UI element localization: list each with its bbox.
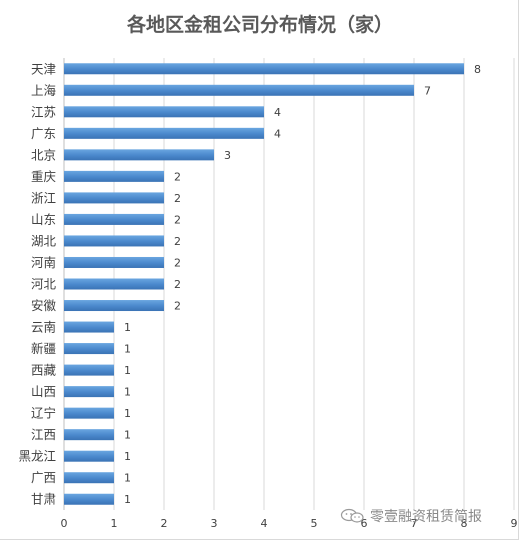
x-tick-label: 2 bbox=[161, 517, 168, 530]
y-tick-label: 山东 bbox=[31, 212, 56, 227]
y-tick-label: 广东 bbox=[31, 126, 56, 141]
bar bbox=[64, 170, 164, 182]
bar bbox=[64, 300, 164, 312]
bar bbox=[64, 192, 164, 204]
data-label: 2 bbox=[174, 192, 181, 205]
y-tick-label: 天津 bbox=[31, 61, 56, 76]
bar bbox=[64, 364, 114, 376]
data-label: 2 bbox=[174, 213, 181, 226]
bar bbox=[64, 256, 164, 268]
data-label: 4 bbox=[274, 127, 281, 140]
y-tick-label: 云南 bbox=[31, 320, 56, 335]
y-tick-label: 江西 bbox=[31, 427, 56, 442]
bar bbox=[64, 386, 114, 398]
watermark: 零壹融资租赁简报 bbox=[340, 506, 482, 526]
y-tick-label: 新疆 bbox=[31, 341, 56, 356]
x-tick-label: 0 bbox=[61, 517, 68, 530]
y-tick-label: 广西 bbox=[31, 470, 56, 485]
bar bbox=[64, 149, 214, 161]
bar bbox=[64, 429, 114, 441]
watermark-text: 零壹融资租赁简报 bbox=[370, 509, 482, 525]
data-label: 1 bbox=[124, 386, 131, 399]
y-tick-label: 甘肃 bbox=[31, 492, 56, 507]
bar bbox=[64, 493, 114, 505]
data-label: 1 bbox=[124, 493, 131, 506]
x-tick-label: 6 bbox=[361, 517, 368, 530]
y-tick-label: 安徽 bbox=[31, 298, 57, 313]
y-tick-label: 辽宁 bbox=[31, 406, 56, 421]
x-tick-label: 4 bbox=[261, 517, 268, 530]
data-label: 1 bbox=[124, 450, 131, 463]
x-tick-label: 7 bbox=[411, 517, 418, 530]
data-label: 1 bbox=[124, 407, 131, 420]
y-tick-label: 河南 bbox=[31, 255, 56, 270]
data-label: 3 bbox=[224, 149, 231, 162]
bar bbox=[64, 84, 414, 96]
y-tick-label: 北京 bbox=[31, 147, 56, 162]
x-tick-label: 5 bbox=[311, 517, 318, 530]
bar bbox=[64, 278, 164, 290]
bars bbox=[64, 63, 464, 505]
bar bbox=[64, 407, 114, 419]
data-label: 2 bbox=[174, 300, 181, 313]
bar bbox=[64, 450, 114, 462]
data-label: 2 bbox=[174, 256, 181, 269]
x-tick-label: 3 bbox=[211, 517, 218, 530]
y-tick-label: 湖北 bbox=[31, 233, 57, 248]
data-label: 2 bbox=[174, 235, 181, 248]
data-label: 4 bbox=[274, 106, 281, 119]
y-tick-label: 浙江 bbox=[31, 190, 56, 205]
bar bbox=[64, 235, 164, 247]
data-label: 1 bbox=[124, 343, 131, 356]
bar bbox=[64, 127, 264, 139]
data-label: 7 bbox=[424, 84, 431, 97]
data-label: 1 bbox=[124, 321, 131, 334]
bar bbox=[64, 106, 264, 118]
labels: 0 1 2 3 4 5 6 7 8 9 天津 8 上海 7 江苏 4 广东 4 北京 3 重庆 2 浙江 2 山东 2 湖北 2 河南 2… bbox=[18, 61, 517, 530]
y-tick-label: 重庆 bbox=[31, 169, 57, 184]
data-label: 2 bbox=[174, 278, 181, 291]
bar bbox=[64, 321, 114, 333]
x-tick-label: 9 bbox=[511, 517, 518, 530]
wechat-logo-icon bbox=[340, 508, 364, 523]
y-tick-label: 黑龙江 bbox=[18, 449, 56, 464]
data-label: 1 bbox=[124, 472, 131, 485]
y-tick-label: 河北 bbox=[31, 277, 57, 292]
y-tick-label: 西藏 bbox=[31, 363, 57, 378]
x-tick-label: 8 bbox=[461, 517, 468, 530]
data-label: 2 bbox=[174, 170, 181, 183]
x-tick-label: 1 bbox=[111, 517, 118, 530]
bar bbox=[64, 213, 164, 225]
y-tick-label: 上海 bbox=[31, 83, 57, 98]
chart-title: 各地区金租公司分布情况（家） bbox=[126, 14, 393, 36]
bar bbox=[64, 343, 114, 355]
y-tick-label: 山西 bbox=[31, 384, 56, 399]
y-tick-label: 江苏 bbox=[31, 104, 56, 119]
data-label: 1 bbox=[124, 364, 131, 377]
data-label: 1 bbox=[124, 429, 131, 442]
data-label: 8 bbox=[474, 63, 481, 76]
bar bbox=[64, 63, 464, 75]
bar bbox=[64, 472, 114, 484]
